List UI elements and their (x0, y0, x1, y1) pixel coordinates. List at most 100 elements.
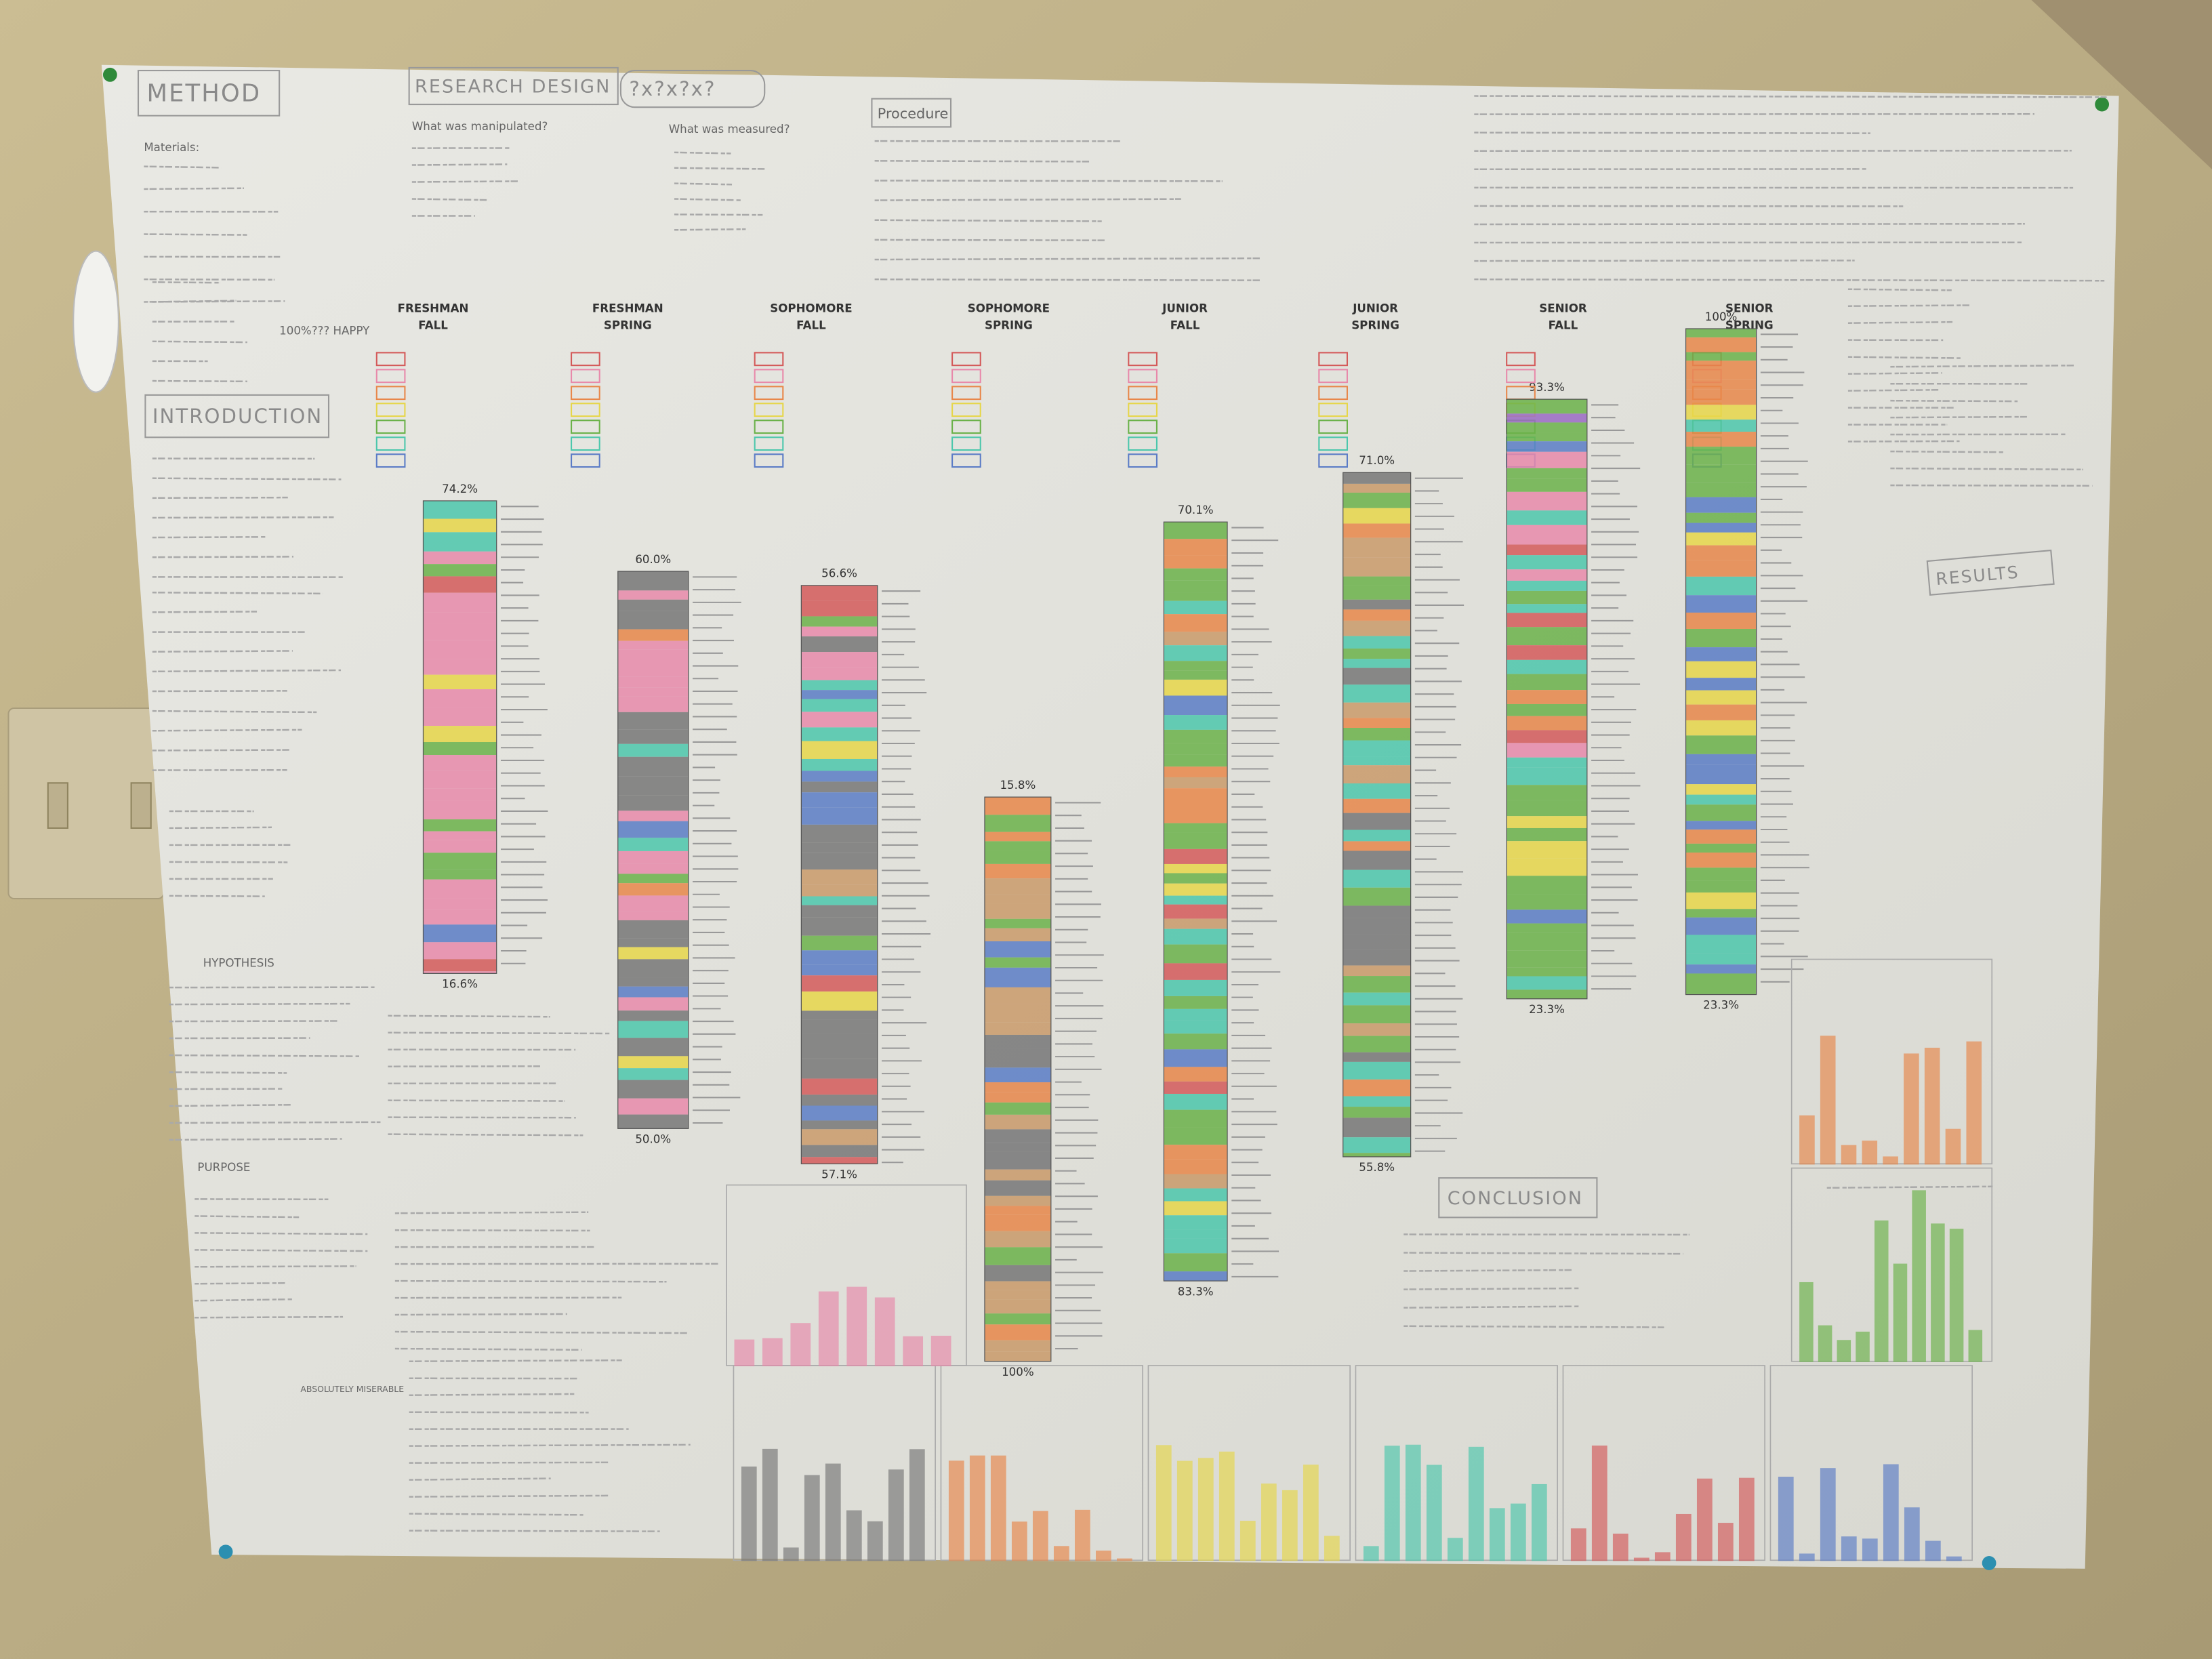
stripe (1343, 765, 1411, 783)
stripe (1507, 645, 1587, 660)
stripe (1164, 539, 1228, 556)
stripe (1164, 918, 1228, 929)
stripe (1343, 992, 1411, 1006)
bar (1570, 1528, 1586, 1561)
bar (1856, 1331, 1870, 1362)
bottom-percent: 50.0% (635, 1132, 671, 1145)
stripe (423, 971, 497, 974)
stripe (1164, 863, 1228, 874)
column-outline (1685, 328, 1757, 996)
stripe (1507, 441, 1587, 452)
scribble (874, 239, 1106, 241)
stripe (617, 590, 689, 600)
scribble (169, 861, 288, 863)
column-year: SENIOR (1725, 302, 1774, 314)
stripe (1507, 510, 1587, 525)
bar (1820, 1468, 1836, 1561)
stripe (801, 741, 878, 759)
bar (1924, 1048, 1940, 1165)
stripe (1685, 853, 1757, 868)
stripe (1343, 1036, 1411, 1052)
legend-box (375, 419, 406, 434)
section-title: METHOD (146, 79, 261, 107)
scribble (152, 496, 288, 499)
stripe (1343, 576, 1411, 586)
stripe (1343, 585, 1411, 600)
stripe (801, 824, 878, 843)
stripe (617, 1010, 689, 1021)
stripe (1507, 841, 1587, 859)
bottom-percent: 16.6% (442, 977, 478, 990)
scribble (674, 213, 763, 216)
scribble (152, 729, 302, 732)
column-outline (617, 571, 689, 1129)
stripe (1507, 525, 1587, 545)
stripe (1164, 895, 1228, 905)
bar (1405, 1444, 1421, 1561)
legend-box (754, 369, 784, 384)
wall-corner (2031, 0, 2212, 169)
stripe (423, 742, 497, 756)
stripe (1343, 841, 1411, 851)
scribble (409, 1443, 691, 1447)
stripe (1685, 784, 1757, 795)
frame (1926, 549, 2055, 596)
scribble (674, 182, 733, 186)
section-title: RESEARCH DESIGN (415, 77, 611, 98)
bar (818, 1291, 839, 1367)
stripe (1507, 613, 1587, 628)
stripe (1507, 413, 1587, 423)
bar (762, 1448, 778, 1561)
legend-box (1128, 369, 1158, 384)
stripe (1685, 830, 1757, 844)
stripe (1164, 1188, 1228, 1202)
stripe (1507, 730, 1587, 743)
stripe (984, 1114, 1051, 1130)
stripe (1343, 918, 1411, 935)
stripe (1685, 909, 1757, 918)
scribble (194, 1265, 356, 1268)
stripe (423, 689, 497, 708)
stripe (801, 935, 878, 951)
scribble (144, 233, 247, 236)
stripe (984, 1102, 1051, 1115)
stripe (801, 1010, 878, 1020)
stripe (617, 977, 689, 987)
stripe (423, 942, 497, 960)
stripe (617, 883, 689, 896)
bar (1116, 1558, 1132, 1561)
bar (804, 1475, 820, 1561)
column-term: SPRING (604, 319, 652, 331)
stripe (984, 1048, 1051, 1068)
stripe (1343, 756, 1411, 766)
stripe (423, 924, 497, 943)
stripe (1343, 648, 1411, 659)
stripe (1343, 1118, 1411, 1138)
scribble (1404, 1269, 1572, 1272)
stripe (617, 1021, 689, 1038)
stripe (984, 863, 1051, 879)
scribble (674, 198, 741, 201)
scribble (411, 163, 508, 166)
stripe (984, 1290, 1051, 1300)
stripe (1685, 379, 1757, 390)
section-title: ?x?x?x? (629, 77, 716, 100)
scribble (169, 1071, 287, 1074)
legend-box (375, 386, 406, 401)
stripe (1685, 794, 1757, 805)
scribble (152, 592, 323, 595)
column-year: SOPHOMORE (770, 302, 852, 314)
bar (1966, 1041, 1982, 1165)
stripe (1343, 851, 1411, 870)
stripe (1164, 832, 1228, 849)
legend-box (375, 352, 406, 367)
stripe (1343, 718, 1411, 729)
stripe (1343, 740, 1411, 757)
stripe (984, 1195, 1051, 1206)
stripe (1164, 848, 1228, 864)
stripe (617, 729, 689, 744)
stripe (801, 636, 878, 653)
pin (102, 67, 117, 82)
stripe (984, 797, 1051, 815)
bar (1633, 1557, 1650, 1561)
